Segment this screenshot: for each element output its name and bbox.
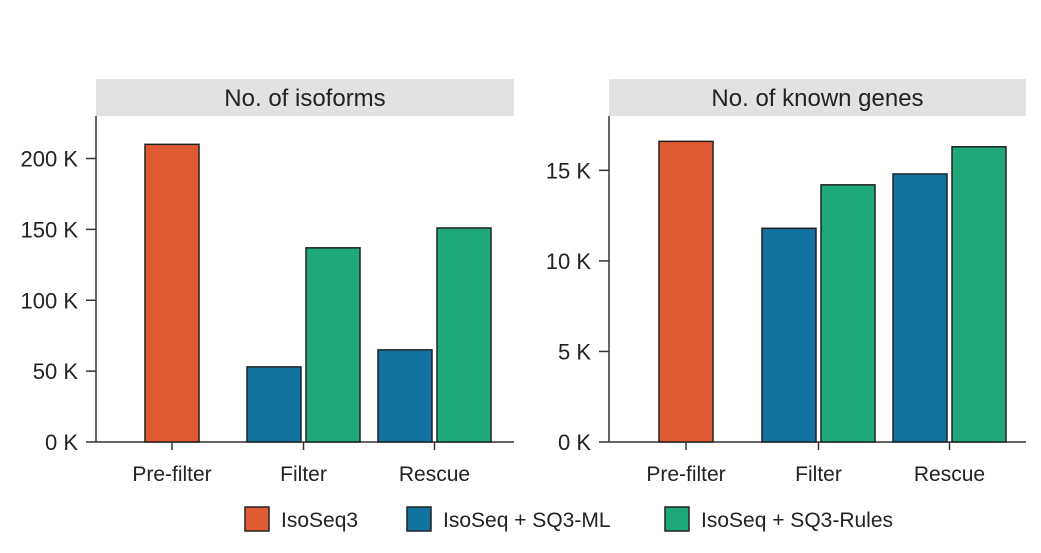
x-tick-label-rescue: Rescue [914, 463, 985, 486]
y-tick-label: 0 K [45, 430, 78, 455]
y-tick-label: 50 K [33, 359, 79, 384]
panel-title-band [609, 79, 1026, 116]
x-tick-label-pre-filter: Pre-filter [132, 463, 211, 486]
y-tick-label: 10 K [546, 249, 592, 274]
legend-swatch-sq3-rules [664, 506, 690, 532]
x-tick-label-filter: Filter [280, 463, 327, 486]
y-tick-label: 0 K [558, 430, 591, 455]
bar-isoseq3-pre-filter [144, 143, 200, 443]
legend-swatch-sq3-ml [406, 506, 432, 532]
legend-swatch-isoseq3 [244, 506, 270, 532]
x-tick-label-filter: Filter [795, 463, 842, 486]
y-tick-label: 150 K [21, 217, 79, 242]
legend-label-sq3-ml: IsoSeq + SQ3-ML [443, 509, 611, 532]
y-tick-label: 100 K [21, 288, 79, 313]
panel-known-genes: No. of known genes 0 K 5 K 10 K 15 K Pre-filt… [546, 79, 1026, 486]
legend-label-isoseq3: IsoSeq3 [281, 509, 358, 532]
bar-sq3-ml-filter [761, 227, 817, 443]
bar-sq3-ml-rescue [892, 173, 948, 443]
y-tick-label: 5 K [558, 339, 591, 364]
bar-isoseq3-pre-filter [658, 140, 714, 443]
bar-sq3-ml-filter [246, 366, 302, 443]
panel-title: No. of known genes [711, 85, 923, 112]
bar-sq3-rules-rescue [951, 146, 1007, 443]
panel-isoforms: No. of isoforms 0 K 50 K 100 K 150 K 200 K Pre… [21, 79, 514, 486]
y-tick-label: 200 K [21, 147, 79, 172]
bar-sq3-rules-filter [820, 184, 876, 443]
panel-title: No. of isoforms [224, 85, 385, 112]
legend-label-sq3-rules: IsoSeq + SQ3-Rules [701, 509, 893, 532]
bar-sq3-rules-rescue [436, 227, 492, 443]
legend: IsoSeq3 IsoSeq + SQ3-ML IsoSeq + SQ3-Rules [244, 506, 893, 532]
bar-sq3-rules-filter [305, 247, 361, 443]
bar-sq3-ml-rescue [377, 349, 433, 443]
x-tick-label-pre-filter: Pre-filter [646, 463, 725, 486]
panel-title-band [96, 79, 514, 116]
y-tick-label: 15 K [546, 158, 592, 183]
x-tick-label-rescue: Rescue [399, 463, 470, 486]
